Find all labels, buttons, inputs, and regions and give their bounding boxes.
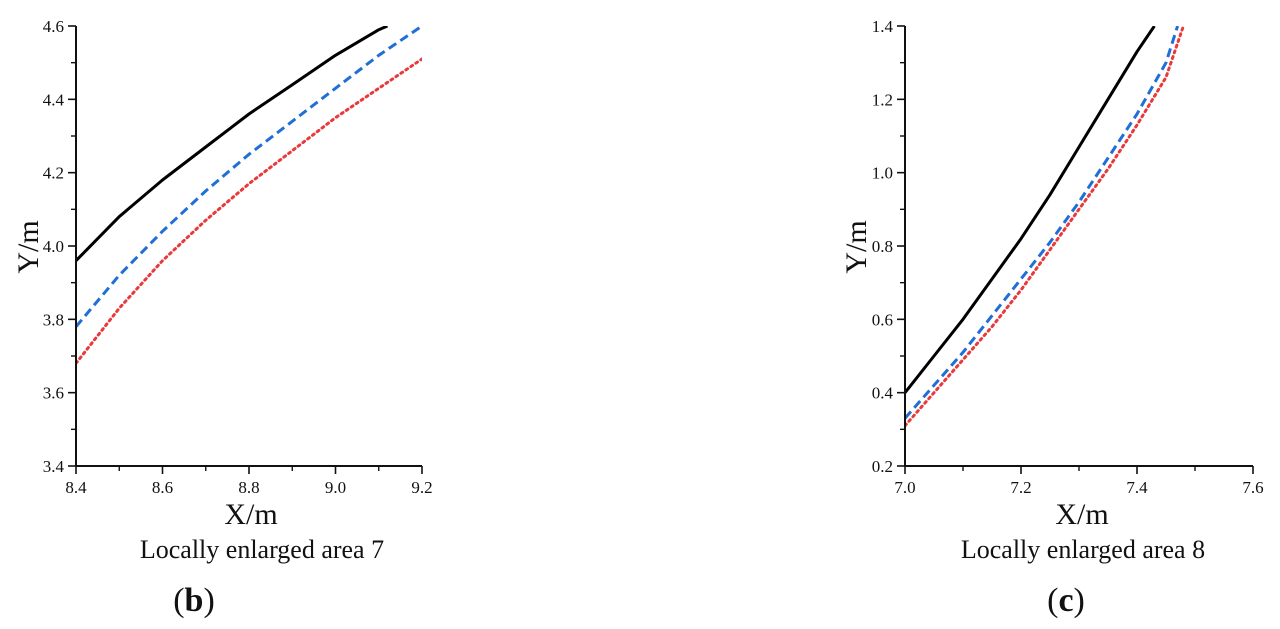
y-tick-label: 1.2	[872, 90, 893, 109]
y-tick-label: 4.6	[43, 17, 64, 36]
series-line-solid	[76, 26, 388, 262]
panel-letter: c	[1058, 582, 1073, 619]
x-tick-label: 9.2	[411, 478, 432, 497]
y-axis-title: Y/m	[12, 220, 45, 273]
chart-panel-b: 8.4 8.6 8.8 9.0 9.2 3.4 3.6 3.8 4.0 4.2 4.4 4.6 X/…	[12, 17, 433, 619]
x-tick-labels: 7.0 7.2 7.4 7.6	[894, 478, 1263, 497]
y-tick-labels: 0.2 0.4 0.6 0.8 1.0 1.2 1.4	[872, 17, 894, 476]
axes	[897, 25, 1254, 474]
x-tick-label: 9.0	[325, 478, 346, 497]
y-tick-label: 0.2	[872, 457, 893, 476]
y-axis-title: Y/m	[840, 220, 873, 273]
series-line-solid	[905, 26, 1156, 394]
x-tick-label: 7.4	[1126, 478, 1148, 497]
series-line-dashed	[76, 26, 422, 328]
x-tick-label: 7.0	[894, 478, 915, 497]
y-tick-label: 3.4	[43, 457, 65, 476]
y-tick-label: 0.6	[872, 310, 893, 329]
axes	[68, 25, 423, 474]
series-line-dashed	[905, 26, 1180, 420]
x-tick-label: 8.8	[238, 478, 259, 497]
x-axis-title: X/m	[1055, 498, 1108, 531]
x-tick-label: 7.2	[1010, 478, 1031, 497]
x-tick-labels: 8.4 8.6 8.8 9.0 9.2	[65, 478, 432, 497]
y-tick-label: 0.4	[872, 384, 894, 403]
chart-caption: Locally enlarged area 7	[140, 535, 384, 564]
series-line-dotted	[905, 26, 1185, 428]
y-tick-label: 4.4	[43, 90, 65, 109]
y-tick-label: 4.2	[43, 164, 64, 183]
x-tick-label: 8.4	[65, 478, 87, 497]
series-lines	[76, 26, 422, 365]
y-tick-label: 1.0	[872, 164, 893, 183]
chart-caption: Locally enlarged area 8	[961, 535, 1205, 564]
x-tick-label: 7.6	[1242, 478, 1263, 497]
chart-panel-c: 7.0 7.2 7.4 7.6 0.2 0.4 0.6 0.8 1.0 1.2 1.4 X/m Y…	[840, 17, 1264, 619]
series-lines	[905, 26, 1185, 428]
y-tick-labels: 3.4 3.6 3.8 4.0 4.2 4.4 4.6	[43, 17, 65, 476]
series-line-dotted	[76, 57, 422, 365]
y-tick-label: 0.8	[872, 237, 893, 256]
panel-letter: b	[185, 582, 204, 619]
y-tick-label: 3.6	[43, 384, 64, 403]
panel-label: (c)	[1047, 582, 1085, 619]
x-tick-label: 8.6	[152, 478, 173, 497]
x-axis-title: X/m	[224, 498, 277, 531]
panel-label: (b)	[173, 582, 215, 619]
y-tick-label: 4.0	[43, 237, 64, 256]
y-tick-label: 3.8	[43, 310, 64, 329]
y-tick-label: 1.4	[872, 17, 894, 36]
